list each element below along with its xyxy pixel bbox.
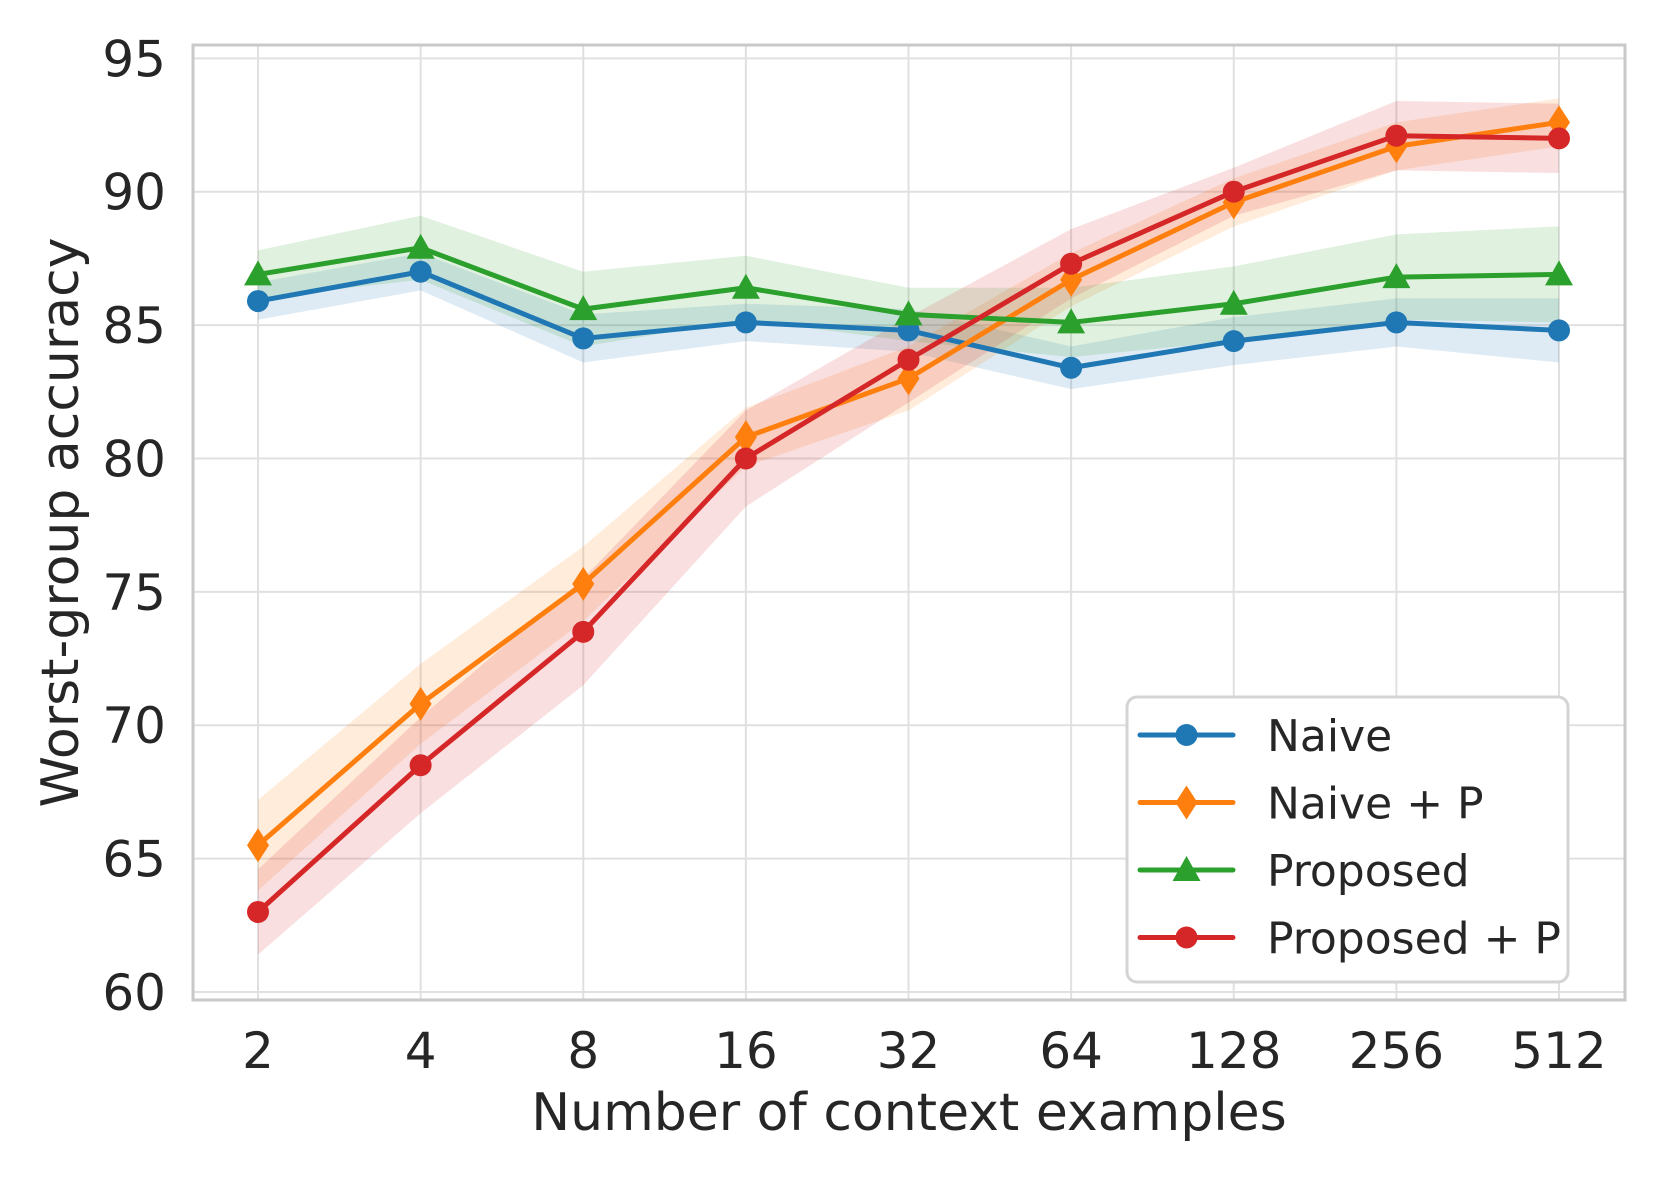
series-marker-naive-p-32 bbox=[897, 361, 920, 396]
series-marker-naive-p-2 bbox=[247, 828, 269, 863]
x-tick-label-2: 2 bbox=[242, 1022, 274, 1080]
y-tick-label-70: 70 bbox=[102, 697, 166, 755]
x-tick-label-8: 8 bbox=[567, 1022, 599, 1080]
series-marker-naive-8 bbox=[572, 327, 595, 350]
y-axis-label: Worst-group accuracy bbox=[31, 238, 91, 808]
x-tick-label-512: 512 bbox=[1511, 1022, 1606, 1080]
series-marker-naive-64 bbox=[1060, 356, 1083, 379]
series-marker-proposed-p-512 bbox=[1548, 127, 1570, 150]
series-marker-naive-16 bbox=[734, 311, 757, 334]
legend-item-proposed: Proposed bbox=[1137, 846, 1470, 897]
legend-item-naive: Naive bbox=[1137, 711, 1392, 762]
x-tick-label-64: 64 bbox=[1039, 1022, 1103, 1080]
x-axis-label: Number of context examples bbox=[531, 1083, 1287, 1143]
legend-label-naive-p: Naive + P bbox=[1267, 779, 1484, 830]
y-tick-label-95: 95 bbox=[102, 30, 166, 88]
series-marker-proposed-p-256 bbox=[1385, 124, 1408, 147]
x-tick-label-128: 128 bbox=[1186, 1022, 1281, 1080]
series-marker-proposed-p-16 bbox=[734, 447, 757, 470]
series-marker-proposed-2 bbox=[244, 260, 272, 286]
x-tick-labels: 2 4 8 16 32 64 128 256 512 bbox=[242, 1022, 1607, 1080]
y-tick-label-60: 60 bbox=[102, 964, 166, 1022]
series-marker-naive-p-4 bbox=[409, 686, 432, 721]
series-marker-proposed-p-2 bbox=[247, 900, 269, 923]
x-tick-label-256: 256 bbox=[1349, 1022, 1444, 1080]
y-tick-label-90: 90 bbox=[102, 164, 166, 222]
legend-marker-proposed bbox=[1172, 856, 1201, 881]
series-marker-proposed-p-8 bbox=[572, 620, 595, 643]
series-naive bbox=[247, 260, 1570, 379]
series-marker-naive-4 bbox=[409, 260, 432, 283]
series-marker-naive-p-8 bbox=[572, 566, 595, 601]
series-proposed-p bbox=[247, 124, 1570, 923]
y-tick-label-80: 80 bbox=[102, 430, 166, 488]
legend: Naive Naive + P Proposed Proposed + P bbox=[1125, 695, 1570, 984]
series-marker-naive-p-16 bbox=[734, 420, 757, 455]
series-marker-proposed-256 bbox=[1382, 263, 1411, 289]
series-marker-proposed-32 bbox=[894, 300, 923, 326]
y-tick-labels: 60 65 70 75 80 85 90 95 bbox=[102, 30, 166, 1022]
x-tick-label-4: 4 bbox=[405, 1022, 437, 1080]
legend-marker-naive-p bbox=[1175, 785, 1198, 820]
series-marker-naive-128 bbox=[1222, 330, 1245, 353]
series-marker-proposed-128 bbox=[1219, 289, 1248, 315]
y-tick-label-75: 75 bbox=[102, 564, 166, 622]
series-marker-naive-2 bbox=[247, 290, 269, 313]
x-tick-label-16: 16 bbox=[714, 1022, 778, 1080]
legend-marker-naive bbox=[1175, 724, 1198, 746]
series-marker-naive-256 bbox=[1385, 311, 1408, 334]
series-marker-proposed-p-64 bbox=[1060, 252, 1083, 275]
legend-box bbox=[1125, 695, 1570, 984]
legend-label-naive: Naive bbox=[1267, 711, 1392, 762]
legend-marker-proposed-p bbox=[1175, 926, 1198, 949]
series-marker-proposed-4 bbox=[406, 233, 435, 259]
series-marker-proposed-64 bbox=[1057, 308, 1086, 334]
y-tick-label-85: 85 bbox=[102, 297, 166, 355]
series-marker-proposed-8 bbox=[569, 295, 598, 321]
legend-item-proposed-p: Proposed + P bbox=[1137, 914, 1561, 965]
x-tick-label-32: 32 bbox=[877, 1022, 941, 1080]
legend-item-naive-p: Naive + P bbox=[1137, 779, 1484, 830]
series-marker-proposed-512 bbox=[1545, 260, 1573, 286]
confidence-band-proposed bbox=[258, 215, 1559, 358]
series-marker-proposed-p-4 bbox=[409, 754, 432, 777]
legend-label-proposed: Proposed bbox=[1267, 846, 1470, 897]
y-tick-label-65: 65 bbox=[102, 831, 166, 889]
series-marker-proposed-16 bbox=[731, 273, 760, 299]
axes-spines bbox=[191, 43, 1627, 1002]
series-marker-naive-512 bbox=[1548, 319, 1570, 342]
series-marker-proposed-p-32 bbox=[897, 348, 920, 371]
series-marker-proposed-p-128 bbox=[1222, 180, 1245, 203]
legend-label-proposed-p: Proposed + P bbox=[1267, 914, 1561, 965]
series-proposed bbox=[244, 233, 1573, 334]
